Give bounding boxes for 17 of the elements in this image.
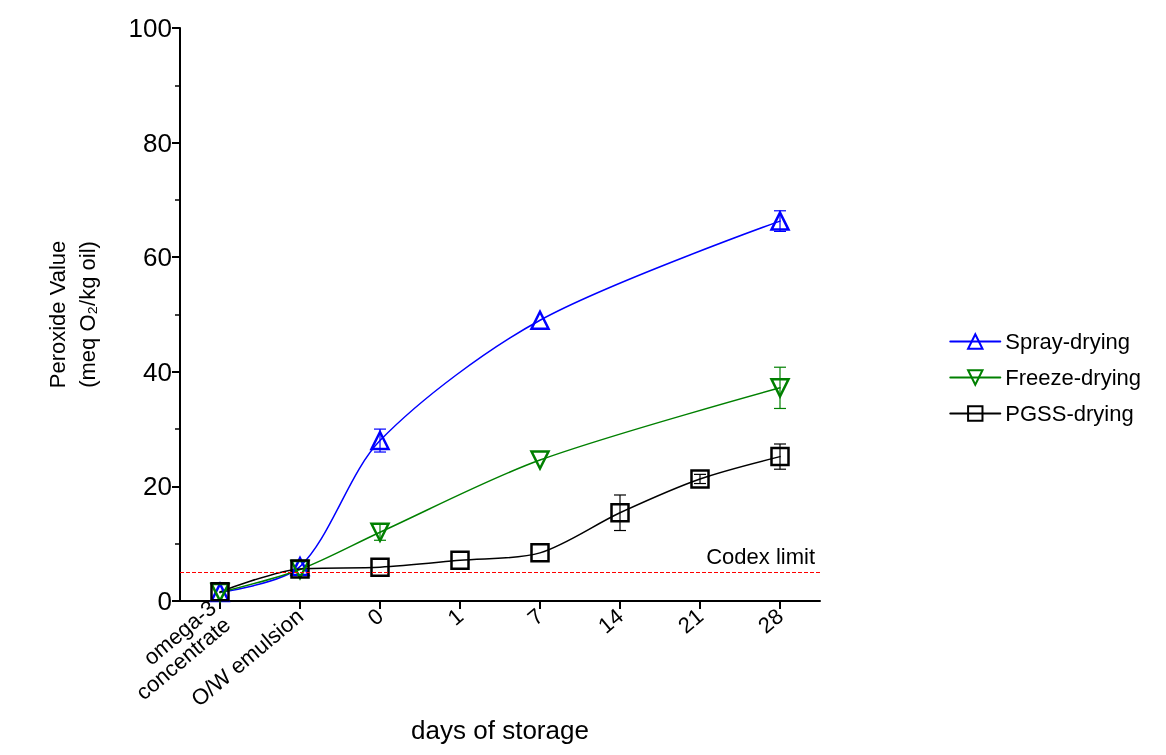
x-tick-label: 28 [753, 603, 789, 639]
x-tick-label: 21 [673, 603, 709, 639]
y-tick-label: 80 [143, 127, 172, 158]
y-tick-label: 40 [143, 356, 172, 387]
x-tick-label: 1 [442, 603, 469, 631]
legend-label: PGSS-drying [1005, 401, 1134, 426]
y-tick-label: 20 [143, 471, 172, 502]
x-axis-title: days of storage [411, 715, 589, 746]
legend-label: Spray-drying [1005, 329, 1130, 354]
y-tick-label: 60 [143, 242, 172, 273]
ref-line-label: Codex limit [706, 543, 815, 569]
x-tick-label: 14 [593, 603, 629, 639]
x-tick-label: 0 [362, 603, 389, 631]
y-tick-label: 100 [128, 13, 172, 43]
legend-label: Freeze-drying [1005, 365, 1141, 390]
x-tick-label: 7 [522, 603, 549, 631]
y-axis-title: Peroxide Value (meq O₂/kg oil) [44, 240, 100, 389]
